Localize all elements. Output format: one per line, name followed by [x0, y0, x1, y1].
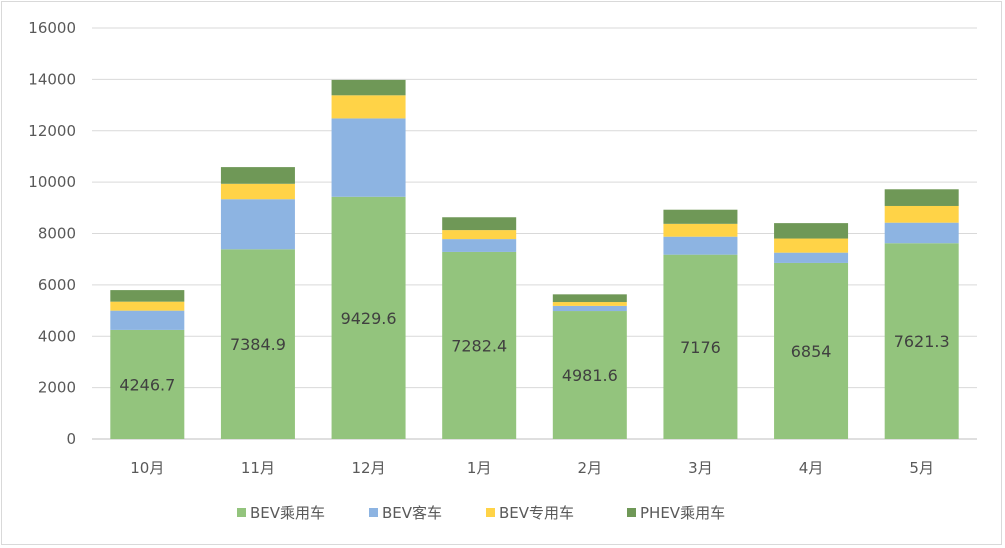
y-axis: 0 2000 4000 6000 8000 10000 12000 14000 16000: [28, 19, 76, 448]
data-label: 9429.6: [341, 309, 397, 328]
legend-swatch: [237, 508, 246, 517]
legend-swatch: [627, 508, 636, 517]
bar-segment: [663, 254, 738, 439]
legend: BEV乘用车 BEV客车 BEV专用车 PHEV乘用车: [237, 504, 725, 522]
legend-label: BEV专用车: [499, 504, 574, 522]
bar-segment: [331, 196, 406, 439]
bar-segment: [110, 290, 185, 302]
data-label: 6854: [791, 342, 832, 361]
bar-segment: [552, 305, 627, 312]
x-tick-label: 4月: [799, 459, 824, 477]
legend-label: PHEV乘用车: [640, 504, 725, 522]
data-label: 7176: [680, 338, 721, 357]
y-tick-label: 2000: [38, 379, 76, 397]
x-axis: 10月 11月 12月 1月 2月 3月 4月 5月: [130, 459, 934, 477]
bar-segment: [110, 329, 185, 439]
legend-label: BEV客车: [382, 504, 442, 522]
bars: [110, 79, 959, 439]
y-tick-label: 8000: [38, 225, 76, 243]
bar-segment: [884, 189, 959, 206]
data-label: 7621.3: [894, 332, 950, 351]
bar-segment: [774, 223, 849, 239]
bar-segment: [884, 205, 959, 223]
bar-segment: [220, 183, 295, 200]
y-tick-label: 12000: [28, 122, 76, 140]
bar-segment: [552, 294, 627, 303]
y-tick-label: 14000: [28, 70, 76, 88]
bar-segment: [331, 118, 406, 197]
y-tick-label: 16000: [28, 19, 76, 37]
legend-swatch: [369, 508, 378, 517]
bar-segment: [884, 222, 959, 244]
bar-segment: [884, 243, 959, 439]
bar-segment: [663, 209, 738, 224]
bar-segment: [442, 239, 517, 252]
bar-segment: [110, 310, 185, 330]
bar-segment: [220, 199, 295, 250]
bar-segment: [220, 249, 295, 439]
bar-segment: [442, 230, 517, 240]
data-labels: 4246.7 7384.9 9429.6 7282.4 4981.6 7176 6854 76…: [119, 309, 949, 395]
bar-segment: [220, 167, 295, 184]
data-label: 7282.4: [451, 336, 507, 355]
bar-segment: [552, 311, 627, 439]
x-tick-label: 1月: [467, 459, 492, 477]
data-label: 4981.6: [562, 366, 618, 385]
bar-segment: [442, 217, 517, 231]
data-label: 7384.9: [230, 335, 286, 354]
x-tick-label: 2月: [578, 459, 603, 477]
bar-segment: [552, 302, 627, 306]
bar-segment: [442, 251, 517, 439]
bar-segment: [774, 252, 849, 263]
bar-segment: [331, 95, 406, 119]
bar-segment: [774, 238, 849, 253]
x-tick-label: 12月: [352, 459, 386, 477]
bar-segment: [331, 79, 406, 96]
legend-swatch: [486, 508, 495, 517]
bar-segment: [663, 236, 738, 255]
bar-segment: [774, 262, 849, 439]
y-tick-label: 10000: [28, 173, 76, 191]
legend-label: BEV乘用车: [250, 504, 325, 522]
bar-segment: [110, 301, 185, 311]
data-label: 4246.7: [119, 375, 175, 394]
x-tick-label: 5月: [909, 459, 934, 477]
x-tick-label: 11月: [241, 459, 275, 477]
y-tick-label: 4000: [38, 327, 76, 345]
x-tick-label: 3月: [688, 459, 713, 477]
y-tick-label: 6000: [38, 276, 76, 294]
x-tick-label: 10月: [130, 459, 164, 477]
bar-segment: [663, 223, 738, 237]
y-tick-label: 0: [66, 430, 76, 448]
